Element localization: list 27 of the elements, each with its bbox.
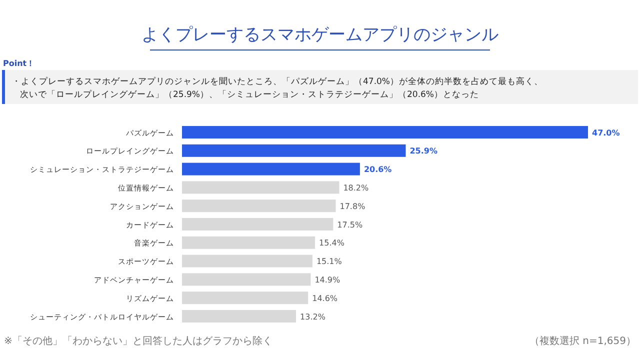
data-label: 14.9%: [314, 275, 341, 284]
bar: [182, 200, 336, 212]
data-label: 14.6%: [312, 294, 338, 303]
chart-subtitle: ・よくプレーするスマホゲームアプリのジャンルを聞いたところ、「パズルゲーム」（47.0%）が全体の約半数を占めて最も高く、次いで「ロールプレイングゲーム」（25.9%）、「シミュレーション・ストラテジーゲーム」（20.6%）となった: [12, 76, 544, 100]
data-label: 18.2%: [343, 183, 370, 192]
bar: [182, 144, 406, 157]
data-label: 17.8%: [340, 202, 366, 211]
text: （複数選択 n=1,659）: [529, 335, 636, 347]
data-label: 13.2%: [300, 312, 326, 322]
bar: [182, 181, 340, 194]
bar: [182, 254, 312, 268]
bar: [182, 273, 311, 286]
data-label: 15.4%: [319, 238, 345, 248]
bar: [182, 310, 296, 322]
data-label: 25.9%: [410, 146, 438, 156]
data-label: 47.0%: [592, 128, 620, 138]
data-label: 17.5%: [337, 220, 363, 230]
data-label: 15.1%: [316, 257, 342, 266]
chart-title: よくプレーするスマホゲームアプリのジャンル: [142, 25, 498, 45]
bar: [182, 162, 360, 176]
text: Point！: [3, 59, 35, 68]
bar: [182, 218, 334, 230]
data-label: 20.6%: [364, 165, 392, 174]
bar: [182, 236, 316, 249]
text: ※「その他」「わからない」と回答した人はグラフから除く: [4, 335, 272, 347]
bar: [182, 292, 308, 304]
bar: [182, 126, 588, 138]
